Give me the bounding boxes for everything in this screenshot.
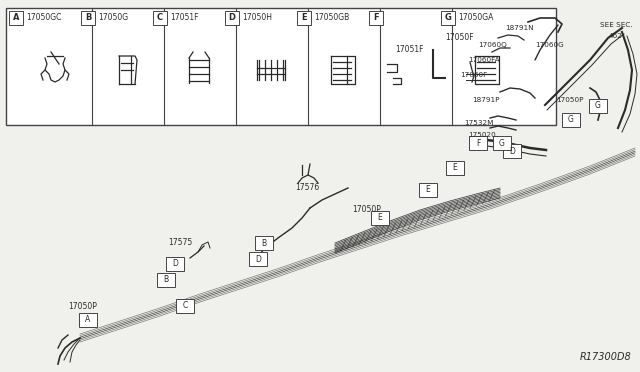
Text: B: B (85, 13, 91, 22)
Text: 17050P: 17050P (556, 97, 584, 103)
Text: 18791N: 18791N (505, 25, 534, 31)
Text: 17060F: 17060F (460, 72, 487, 78)
Text: A: A (85, 315, 91, 324)
Bar (6, 8, 556, 125)
Text: E: E (452, 164, 458, 173)
Text: D: D (228, 13, 236, 22)
Text: E: E (378, 214, 382, 222)
Bar (297, 11, 311, 25)
Text: 17050P: 17050P (68, 302, 97, 311)
Text: 17050GB: 17050GB (314, 13, 349, 22)
Text: 17532M: 17532M (464, 120, 493, 126)
Text: D: D (509, 147, 515, 155)
Text: 17060Q: 17060Q (478, 42, 507, 48)
Text: F: F (373, 13, 379, 22)
Bar (9, 11, 23, 25)
Bar (493, 136, 511, 150)
Text: G: G (595, 102, 601, 110)
Text: 17060FA: 17060FA (468, 57, 500, 63)
Text: 17576: 17576 (295, 183, 319, 192)
Text: C: C (182, 301, 188, 311)
Text: C: C (157, 13, 163, 22)
Bar (419, 183, 437, 197)
Text: 17050F: 17050F (445, 33, 474, 42)
Bar (153, 11, 167, 25)
Text: G: G (568, 115, 574, 125)
Text: 17050H: 17050H (242, 13, 272, 22)
Bar (81, 11, 95, 25)
Text: 17051F: 17051F (170, 13, 198, 22)
Text: 462: 462 (609, 33, 623, 39)
Bar (249, 252, 267, 266)
Text: SEE SEC.: SEE SEC. (600, 22, 632, 28)
Text: 17050GA: 17050GA (458, 13, 493, 22)
Bar (369, 11, 383, 25)
Bar (79, 313, 97, 327)
Bar (176, 299, 194, 313)
Text: 17060G: 17060G (535, 42, 564, 48)
Bar (446, 161, 464, 175)
Text: D: D (255, 254, 261, 263)
Bar (166, 257, 184, 271)
Bar (503, 144, 521, 158)
Text: 17575: 17575 (168, 238, 192, 247)
Text: G: G (499, 138, 505, 148)
Bar (589, 99, 607, 113)
Text: D: D (172, 260, 178, 269)
Text: 17051F: 17051F (395, 45, 424, 55)
Text: A: A (13, 13, 19, 22)
Text: 18791P: 18791P (472, 97, 499, 103)
Bar (562, 113, 580, 127)
Text: E: E (426, 186, 430, 195)
Bar (469, 136, 487, 150)
Bar (371, 211, 389, 225)
Text: B: B (261, 238, 267, 247)
Text: 17050G: 17050G (98, 13, 128, 22)
Text: F: F (476, 138, 480, 148)
Text: R17300D8: R17300D8 (580, 352, 632, 362)
Text: 17050P: 17050P (352, 205, 381, 214)
Text: B: B (163, 276, 168, 285)
Bar (157, 273, 175, 287)
Bar (225, 11, 239, 25)
Text: E: E (301, 13, 307, 22)
Bar (255, 236, 273, 250)
Text: 175020: 175020 (468, 132, 496, 138)
Text: 17050GC: 17050GC (26, 13, 61, 22)
Text: G: G (445, 13, 451, 22)
Bar (441, 11, 455, 25)
